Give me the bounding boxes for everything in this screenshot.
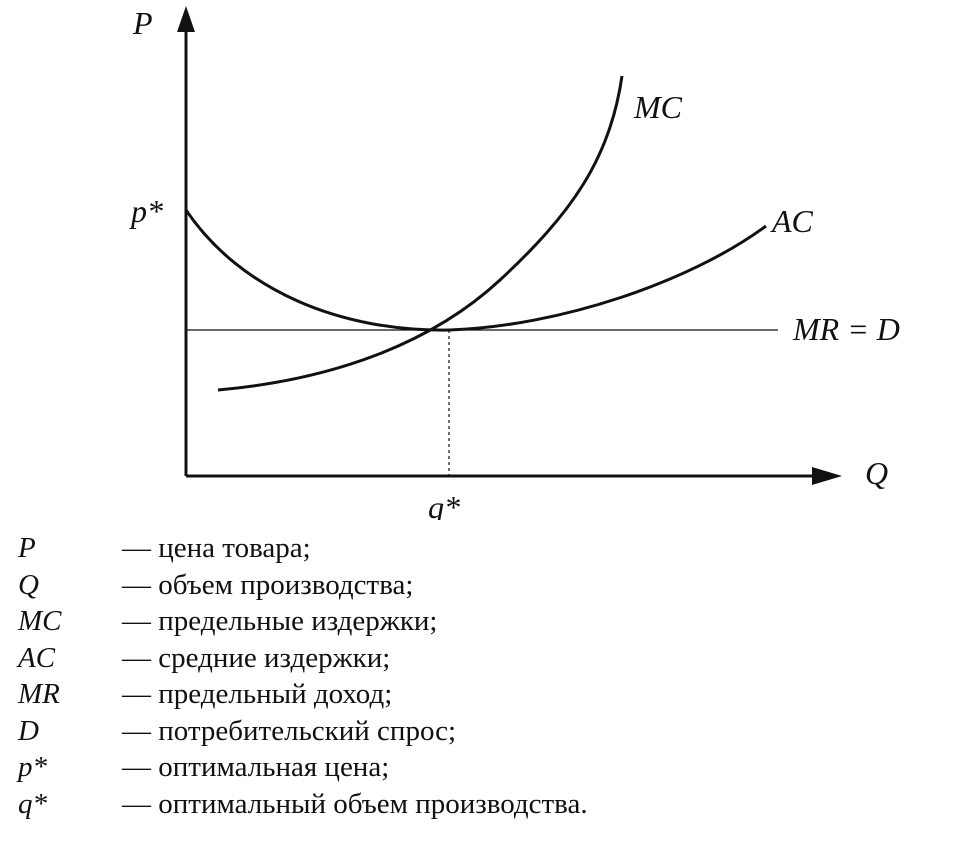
legend-definition: — оптимальная цена;	[122, 751, 390, 783]
cost-curves-diagram: P Q p* q* MC AC MR = D	[129, 5, 900, 520]
y-axis-label: P	[132, 5, 153, 41]
legend-item: D — потребительский спрос;	[18, 713, 588, 750]
legend: P — цена товара; Q — объем производства;…	[18, 530, 588, 822]
legend-item: p* — оптимальная цена;	[18, 749, 588, 786]
price-mark-label: p*	[129, 193, 163, 229]
legend-symbol: D	[18, 714, 39, 747]
legend-item: Q — объем производства;	[18, 567, 588, 604]
mc-curve	[217, 75, 624, 392]
legend-item: P — цена товара;	[18, 530, 588, 567]
ac-curve-label: AC	[770, 203, 814, 239]
legend-definition: — цена товара;	[122, 532, 311, 564]
ac-curve	[184, 209, 767, 332]
legend-symbol: MR	[18, 678, 60, 710]
legend-definition: — средние издержки;	[122, 641, 391, 674]
legend-item: q* — оптимальный объем производства.	[18, 786, 588, 823]
legend-symbol: AC	[18, 641, 56, 674]
x-axis-arrowhead	[812, 467, 842, 485]
legend-symbol: q*	[18, 787, 47, 820]
legend-definition: — потребительский спрос;	[122, 714, 457, 747]
x-axis-label: Q	[865, 455, 888, 491]
legend-item: AC — средние издержки;	[18, 640, 588, 677]
legend-symbol: P	[18, 532, 36, 564]
legend-definition: — объем производства;	[122, 568, 414, 601]
legend-symbol: Q	[18, 568, 39, 601]
legend-item: MR — предельный доход;	[18, 676, 588, 713]
legend-definition: — предельный доход;	[122, 678, 393, 710]
mc-curve-label: MC	[633, 89, 683, 125]
legend-item: MC — предельные издержки;	[18, 603, 588, 640]
y-axis-arrowhead	[177, 6, 195, 32]
legend-symbol: MC	[18, 605, 62, 637]
legend-symbol: p*	[18, 751, 47, 783]
legend-definition: — предельные издержки;	[122, 605, 438, 637]
quantity-mark-label: q*	[428, 489, 460, 520]
legend-definition: — оптимальный объем производства.	[122, 787, 588, 820]
mr-d-line-label: MR = D	[792, 311, 900, 347]
